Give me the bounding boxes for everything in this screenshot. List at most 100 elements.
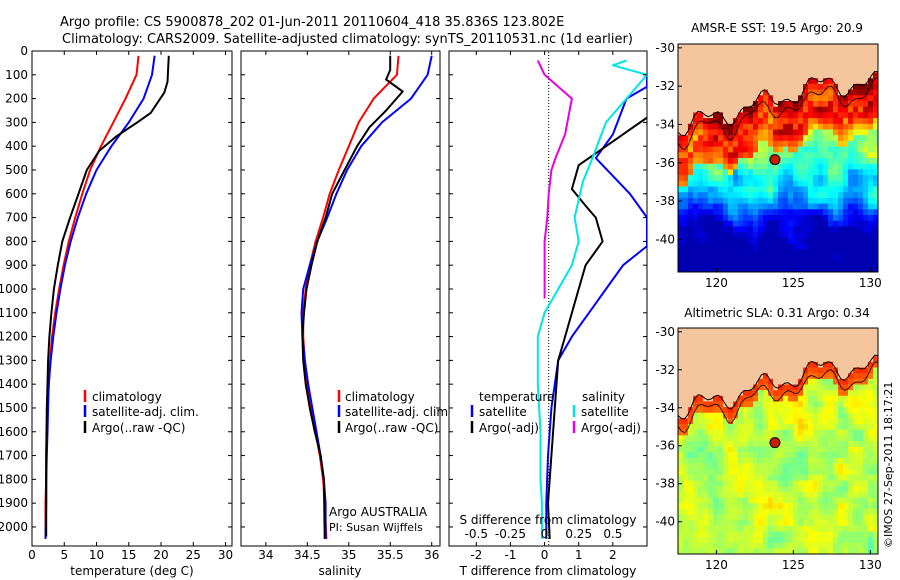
map-cell [758,486,764,493]
map-cell [863,503,869,510]
map-cell [873,254,878,262]
map-cell [848,503,854,510]
map-cell [678,237,684,245]
map-cell [843,384,849,391]
map-cell [758,390,764,397]
map-cell [703,469,709,476]
map-cell [683,373,689,380]
map-cell [843,525,849,532]
map-cell [778,249,784,256]
map-cell [853,463,859,470]
map-cell [733,163,739,170]
map-cell [763,474,769,482]
map-cell [788,49,794,56]
map-cell [778,129,784,136]
map-cell [798,333,804,340]
map-cell [808,169,814,176]
map-cell [833,344,839,352]
map-cell [848,350,854,357]
map-cell [873,441,878,448]
map-cell [758,169,764,176]
map-cell [733,260,739,267]
map-cell [843,140,849,148]
map-cell [753,118,759,125]
map-cell [748,344,754,352]
sst-map-latitude-ticks: -30-32-34-36-38-40 [655,41,682,246]
map-cell [803,260,809,267]
map-cell [703,542,709,549]
map-cell [693,435,699,442]
map-cell [748,548,754,554]
map-cell [683,548,689,554]
map-cell [698,525,704,532]
map-cell [838,378,844,386]
map-cell [753,106,759,113]
map-cell [708,106,714,113]
map-cell [813,491,819,499]
map-cell [738,457,744,465]
map-cell [778,192,784,199]
map-cell [843,152,849,159]
map-cell [748,429,754,436]
map-cell [713,531,719,538]
map-cell [768,333,774,340]
map-cell [693,72,699,79]
map-cell [743,339,749,346]
map-cell [778,328,784,335]
map-cell [758,44,764,51]
map-cell [753,215,759,222]
map-cell [768,55,774,62]
map-cell [833,78,839,85]
map-cell [773,356,779,363]
map-cell [758,66,764,74]
map-cell [783,469,789,476]
map-cell [738,226,744,233]
map-cell [718,158,724,165]
map-cell [758,209,764,216]
y-tick-label: 100 [5,68,28,82]
map-cell [688,78,694,85]
map-cell [713,446,719,453]
temperature-legend: climatology satellite-adj. clim. Argo(..… [83,390,199,435]
map-cell [743,158,749,165]
map-cell [858,243,864,250]
map-cell [828,180,834,188]
map-cell [688,180,694,188]
map-cell [718,186,724,193]
map-cell [833,169,839,176]
x-tick-label: 15 [121,548,136,562]
map-cell [708,192,714,199]
map-cell [783,339,789,346]
map-cell [713,260,719,267]
map-cell [708,452,714,459]
map-cell [793,514,799,521]
map-cell [738,542,744,549]
map-cell [718,463,724,470]
map-cell [733,66,739,74]
map-cell [808,203,814,210]
map-cell [803,407,809,414]
map-cell [753,158,759,165]
map-cell [733,203,739,210]
map-cell [873,158,878,165]
map-cell [758,441,764,448]
map-cell [713,209,719,216]
map-cell [823,469,829,476]
map-cell [848,395,854,403]
map-cell [818,446,824,453]
map-cell [683,78,689,85]
map-cell [823,435,829,442]
map-cell [718,44,724,51]
map-cell [733,175,739,182]
map-cell [833,243,839,250]
map-cell [873,140,878,148]
map-cell [713,525,719,532]
map-cell [813,469,819,476]
map-cell [738,192,744,199]
latitude-tick-label: -36 [655,439,675,453]
map-cell [813,175,819,182]
map-cell [788,135,794,142]
map-cell [743,215,749,222]
map-cell [678,435,684,442]
map-cell [753,254,759,262]
